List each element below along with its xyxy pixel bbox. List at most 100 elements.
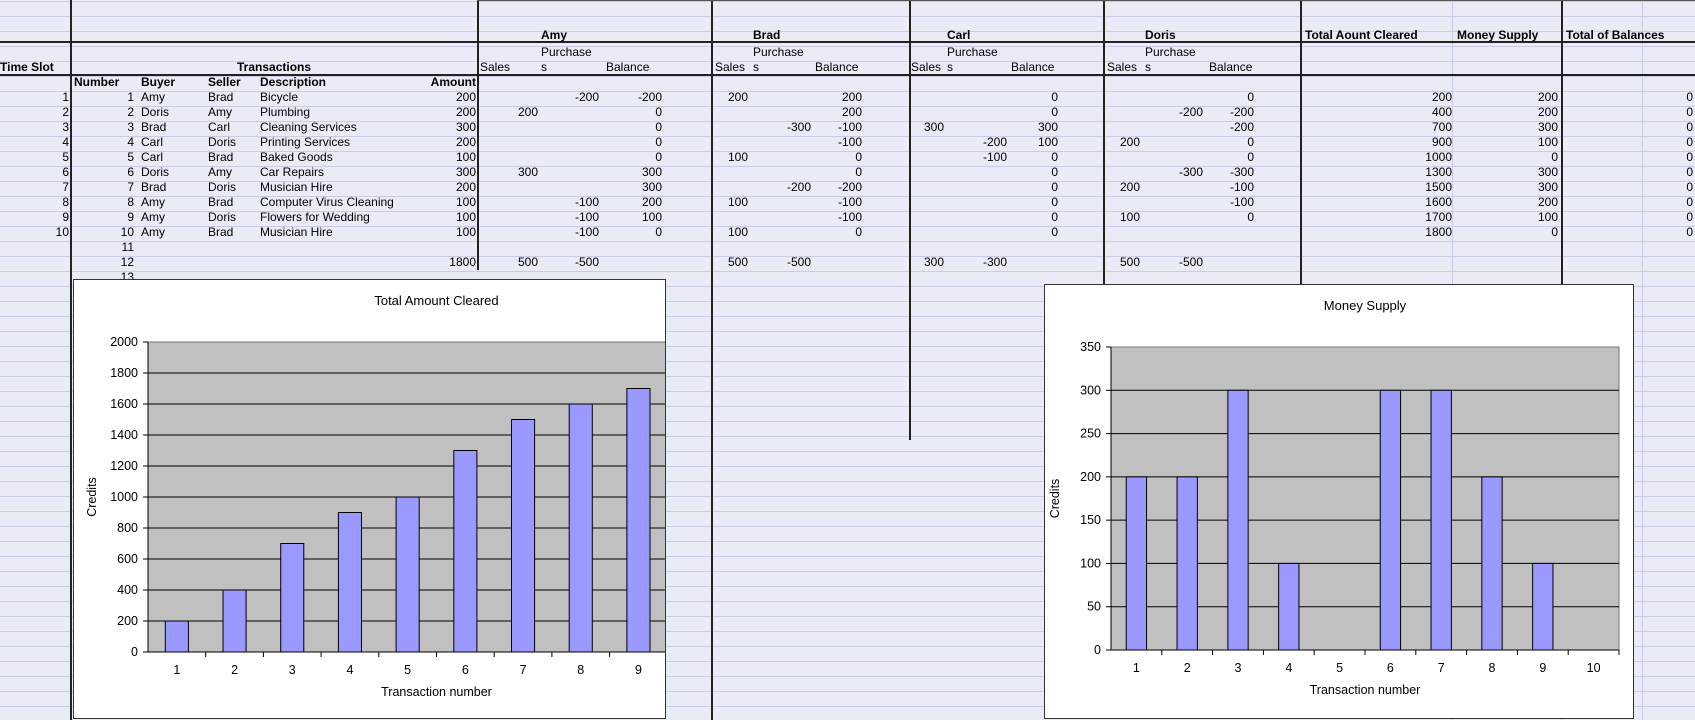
cell-amount[interactable]: 200 xyxy=(455,180,476,194)
cell-description[interactable]: Plumbing xyxy=(260,105,311,119)
cell-money-supply[interactable]: 200 xyxy=(1537,105,1558,119)
cell-description[interactable]: Musician Hire xyxy=(260,225,333,239)
cell-ledger-value[interactable]: -100 xyxy=(574,225,599,239)
cell-total-cleared[interactable]: 1000 xyxy=(1425,150,1452,164)
cell-ledger-value[interactable]: -100 xyxy=(837,210,862,224)
cell-total-cleared[interactable]: 200 xyxy=(1431,90,1452,104)
cell-ledger-value[interactable]: -200 xyxy=(786,180,811,194)
cell-money-supply[interactable]: 300 xyxy=(1537,165,1558,179)
cell-ledger-value[interactable] xyxy=(539,165,599,179)
cell-seller[interactable]: Carl xyxy=(208,120,231,134)
cell-ledger-value[interactable]: 0 xyxy=(855,165,862,179)
cell-ledger-value[interactable]: 0 xyxy=(1247,90,1254,104)
cell-ledger-total[interactable] xyxy=(802,255,862,269)
cell-money-supply[interactable]: 100 xyxy=(1537,210,1558,224)
cell-total-balances[interactable]: 0 xyxy=(1686,180,1693,194)
cell-ledger-value[interactable]: 300 xyxy=(517,165,538,179)
cell-ledger-total[interactable]: 500 xyxy=(1119,255,1140,269)
cell-number[interactable]: 7 xyxy=(127,180,134,194)
cell-ledger-value[interactable]: 300 xyxy=(1037,120,1058,134)
cell-buyer[interactable]: Carl xyxy=(141,150,164,164)
cell-ledger-value[interactable]: 0 xyxy=(1051,225,1058,239)
cell-ledger-value[interactable]: 100 xyxy=(1037,135,1058,149)
cell-ledger-value[interactable] xyxy=(1080,90,1140,104)
cell-ledger-value[interactable] xyxy=(1080,150,1140,164)
cell-money-supply[interactable]: 100 xyxy=(1537,135,1558,149)
cell-ledger-value[interactable] xyxy=(1080,105,1140,119)
cell-seller[interactable]: Brad xyxy=(208,150,234,164)
cell-ledger-value[interactable]: 200 xyxy=(727,90,748,104)
cell-ledger-value[interactable] xyxy=(884,150,944,164)
cell-ledger-total[interactable] xyxy=(1194,255,1254,269)
cell-ledger-value[interactable] xyxy=(1194,225,1254,239)
cell-buyer[interactable]: Doris xyxy=(141,165,170,179)
cell-ledger-value[interactable] xyxy=(1080,120,1140,134)
cell-ledger-value[interactable] xyxy=(478,180,538,194)
cell-number[interactable]: 12 xyxy=(120,255,134,269)
cell-seller[interactable]: Doris xyxy=(208,135,237,149)
cell-ledger-value[interactable]: -300 xyxy=(1178,165,1203,179)
cell-ledger-value[interactable]: -200 xyxy=(1178,105,1203,119)
cell-ledger-value[interactable]: -300 xyxy=(786,120,811,134)
cell-amount[interactable]: 300 xyxy=(455,165,476,179)
cell-ledger-value[interactable]: 0 xyxy=(655,225,662,239)
cell-total-cleared[interactable]: 1300 xyxy=(1425,165,1452,179)
cell-amount[interactable]: 200 xyxy=(455,105,476,119)
cell-ledger-value[interactable]: 0 xyxy=(1051,210,1058,224)
cell-ledger-value[interactable] xyxy=(688,165,748,179)
cell-money-supply[interactable]: 0 xyxy=(1551,225,1558,239)
cell-money-supply[interactable]: 300 xyxy=(1537,180,1558,194)
cell-total-cleared[interactable]: 1700 xyxy=(1425,210,1452,224)
cell-ledger-value[interactable]: 0 xyxy=(1051,90,1058,104)
cell-ledger-value[interactable] xyxy=(539,180,599,194)
cell-ledger-value[interactable]: 0 xyxy=(855,150,862,164)
cell-ledger-value[interactable]: 0 xyxy=(1247,135,1254,149)
cell-seller[interactable]: Amy xyxy=(208,105,232,119)
cell-time-slot[interactable]: 3 xyxy=(62,120,69,134)
cell-time-slot[interactable]: 6 xyxy=(62,165,69,179)
cell-total-cleared[interactable]: 1800 xyxy=(1425,225,1452,239)
cell-ledger-total[interactable]: -500 xyxy=(786,255,811,269)
cell-ledger-value[interactable]: 300 xyxy=(923,120,944,134)
cell-number[interactable]: 3 xyxy=(127,120,134,134)
cell-buyer[interactable]: Amy xyxy=(141,195,165,209)
cell-ledger-value[interactable] xyxy=(539,135,599,149)
cell-ledger-value[interactable] xyxy=(539,120,599,134)
cell-ledger-value[interactable]: 200 xyxy=(841,90,862,104)
cell-total-cleared[interactable]: 900 xyxy=(1431,135,1452,149)
cell-ledger-total[interactable] xyxy=(602,255,662,269)
cell-ledger-value[interactable]: 100 xyxy=(641,210,662,224)
cell-number[interactable]: 1 xyxy=(127,90,134,104)
cell-ledger-total[interactable]: 500 xyxy=(517,255,538,269)
cell-ledger-value[interactable]: 200 xyxy=(1119,135,1140,149)
cell-ledger-value[interactable] xyxy=(884,225,944,239)
cell-time-slot[interactable]: 7 xyxy=(62,180,69,194)
cell-total-balances[interactable]: 0 xyxy=(1686,195,1693,209)
cell-ledger-value[interactable] xyxy=(478,210,538,224)
cell-description[interactable]: Flowers for Wedding xyxy=(260,210,370,224)
cell-total-cleared[interactable]: 1500 xyxy=(1425,180,1452,194)
cell-ledger-value[interactable] xyxy=(688,105,748,119)
cell-ledger-value[interactable]: 100 xyxy=(727,195,748,209)
cell-seller[interactable]: Doris xyxy=(208,210,237,224)
cell-number[interactable]: 11 xyxy=(121,240,134,254)
cell-number[interactable]: 9 xyxy=(127,210,134,224)
cell-total-balances[interactable]: 0 xyxy=(1686,225,1693,239)
cell-ledger-value[interactable] xyxy=(688,210,748,224)
cell-number[interactable]: 8 xyxy=(127,195,134,209)
cell-ledger-value[interactable]: 0 xyxy=(655,105,662,119)
cell-ledger-total[interactable] xyxy=(998,255,1058,269)
cell-time-slot[interactable]: 10 xyxy=(55,225,69,239)
cell-time-slot[interactable]: 1 xyxy=(62,90,69,104)
cell-ledger-value[interactable]: 0 xyxy=(1051,180,1058,194)
cell-ledger-value[interactable]: 0 xyxy=(655,135,662,149)
cell-ledger-value[interactable] xyxy=(688,120,748,134)
cell-total-balances[interactable]: 0 xyxy=(1686,135,1693,149)
cell-ledger-value[interactable] xyxy=(539,150,599,164)
cell-ledger-value[interactable] xyxy=(478,135,538,149)
cell-ledger-value[interactable] xyxy=(1080,195,1140,209)
cell-seller[interactable]: Brad xyxy=(208,225,234,239)
cell-description[interactable]: Cleaning Services xyxy=(260,120,357,134)
cell-ledger-value[interactable] xyxy=(884,90,944,104)
